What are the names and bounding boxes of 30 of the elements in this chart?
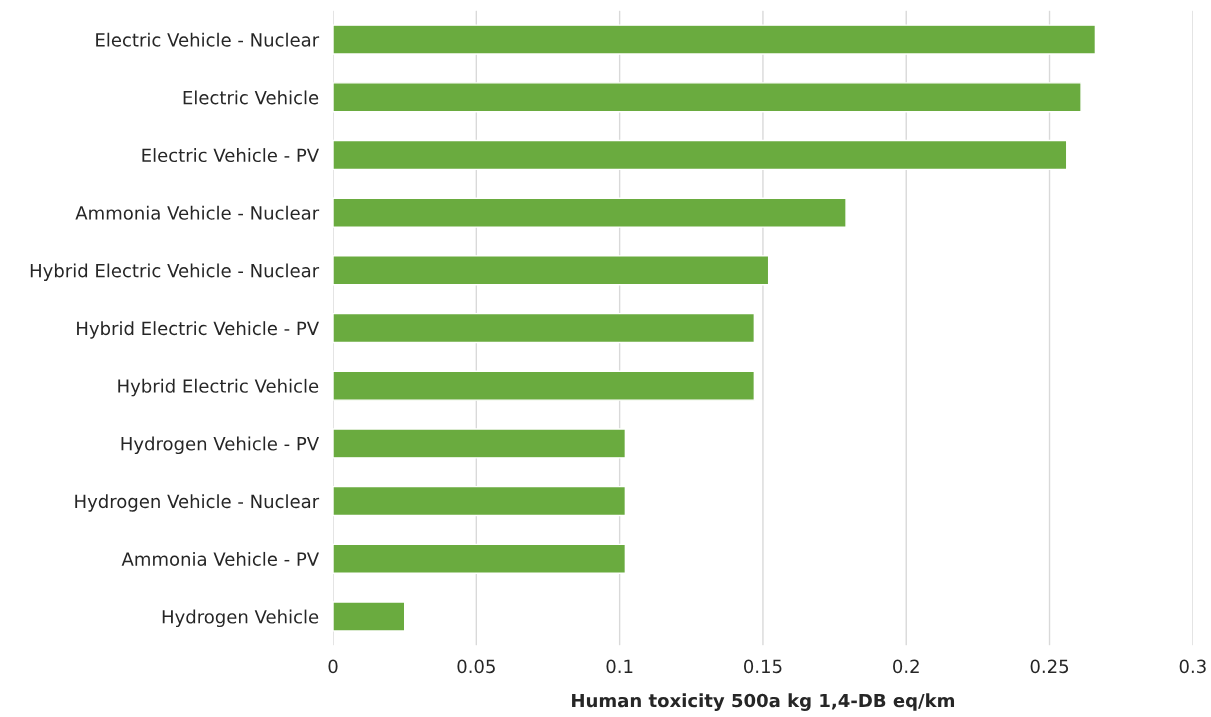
x-tick-label: 0.15: [744, 659, 782, 674]
bar: [333, 428, 627, 459]
bar: [333, 601, 406, 632]
y-tick-label: Ammonia Vehicle - Nuclear: [75, 205, 320, 220]
y-tick-label: Electric Vehicle - Nuclear: [96, 32, 320, 47]
bar: [333, 139, 1068, 171]
y-tick-label: Electric Vehicle: [183, 90, 319, 105]
x-tick-label: 0.2: [893, 659, 919, 674]
x-tick-label: 0.3: [1179, 659, 1206, 674]
x-tick-label: 0.05: [457, 659, 495, 674]
y-tick-label: Hydrogen Vehicle - Nuclear: [75, 494, 320, 512]
bar: [333, 24, 1097, 55]
x-tick-label: 0.1: [606, 659, 633, 674]
bar: [333, 312, 756, 344]
x-tick-label: 0.25: [1030, 659, 1069, 674]
y-tick-label: Hybrid Electric Vehicle: [118, 378, 319, 397]
x-axis-title: Human toxicity 500a kg 1,4-DB eq/km: [572, 693, 955, 711]
x-tick-label: 0: [328, 659, 338, 674]
y-tick-label: Ammonia Vehicle - PV: [121, 551, 319, 566]
bar: [333, 197, 847, 228]
y-tick-label: Electric Vehicle - PV: [142, 148, 319, 163]
y-tick-label: Hydrogen Vehicle - PV: [121, 436, 319, 455]
bar: [333, 543, 627, 574]
bar: [333, 370, 756, 401]
y-tick-label: Hybrid Electric Vehicle - Nuclear: [30, 263, 320, 281]
y-tick-label: Hydrogen Vehicle: [162, 609, 319, 628]
y-tick-label: Hybrid Electric Vehicle - PV: [77, 321, 319, 339]
bar: [333, 485, 627, 517]
bar: [333, 82, 1082, 113]
bar: [333, 255, 770, 286]
